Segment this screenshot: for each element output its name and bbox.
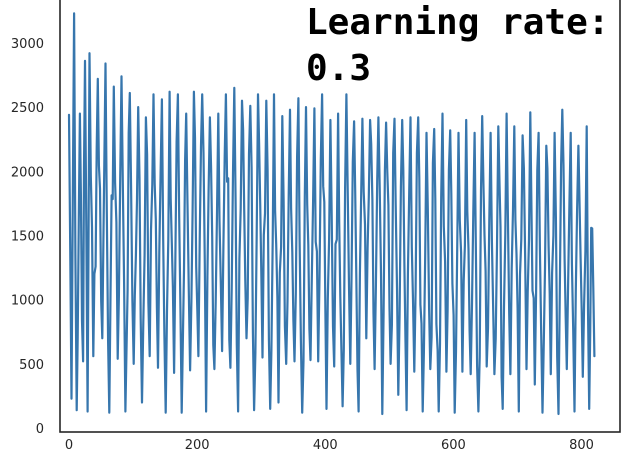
x-tick-label: 600	[441, 438, 466, 453]
annotation-line-1: Learning rate:	[306, 2, 609, 43]
plot-frame	[59, 0, 621, 433]
y-tick-label: 500	[19, 358, 44, 373]
x-tick-label: 0	[65, 438, 73, 453]
y-tick-label: 1000	[11, 294, 44, 309]
x-tick-label: 800	[569, 438, 594, 453]
y-axis-ticks: 0 500 1000 1500 2000 2500 3000	[11, 37, 44, 437]
annotation-line-2: 0.3	[306, 48, 371, 89]
x-axis-ticks: 0 200 400 600 800	[65, 438, 594, 453]
loss-series-line	[67, 12, 596, 416]
x-tick-label: 200	[185, 438, 210, 453]
y-tick-label: 0	[36, 422, 44, 437]
y-tick-label: 2000	[11, 165, 44, 180]
x-tick-label: 400	[313, 438, 338, 453]
y-tick-label: 2500	[11, 101, 44, 116]
y-tick-label: 1500	[11, 230, 44, 245]
y-tick-label: 3000	[11, 37, 44, 52]
